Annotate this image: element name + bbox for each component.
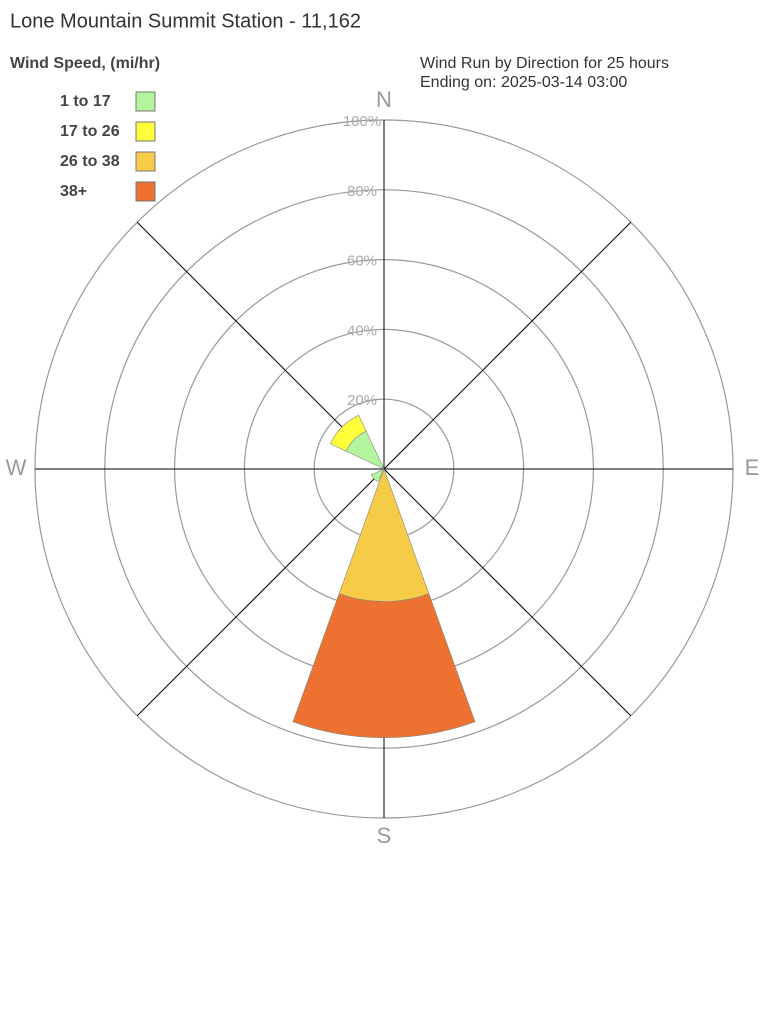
r-tick-label: 100% bbox=[343, 113, 381, 130]
legend-label: 38+ bbox=[60, 183, 87, 200]
r-tick-label: 20% bbox=[347, 392, 377, 409]
legend-title: Wind Speed, (mi/hr) bbox=[10, 55, 160, 72]
direction-label: N bbox=[376, 87, 392, 112]
legend-swatch bbox=[135, 151, 156, 172]
direction-label: S bbox=[377, 823, 392, 848]
wedge bbox=[329, 414, 367, 452]
legend-swatch bbox=[135, 181, 156, 202]
r-tick-label: 80% bbox=[347, 183, 377, 200]
legend-swatch bbox=[135, 91, 156, 112]
r-tick-label: 60% bbox=[347, 253, 377, 270]
legend-label: 1 to 17 bbox=[60, 93, 111, 110]
marks bbox=[292, 414, 476, 739]
wedge bbox=[370, 468, 385, 483]
chart-title: Lone Mountain Summit Station - 11,162 bbox=[10, 10, 361, 32]
r-tick-label: 40% bbox=[347, 322, 377, 339]
legend-swatch bbox=[135, 121, 156, 142]
subtitle: Wind Run by Direction for 25 hours bbox=[420, 55, 669, 72]
labels: 20% 40% 60% 80% 100%N E S W 1 to 17 17 to 26 26 to… bbox=[6, 87, 760, 848]
legend-label: 26 to 38 bbox=[60, 153, 120, 170]
direction-label: E bbox=[745, 455, 760, 480]
subtitle: Ending on: 2025-03-14 03:00 bbox=[420, 74, 627, 91]
direction-label: W bbox=[6, 455, 27, 480]
wedge bbox=[292, 593, 476, 739]
wedge bbox=[338, 468, 430, 602]
legend-label: 17 to 26 bbox=[60, 123, 120, 140]
